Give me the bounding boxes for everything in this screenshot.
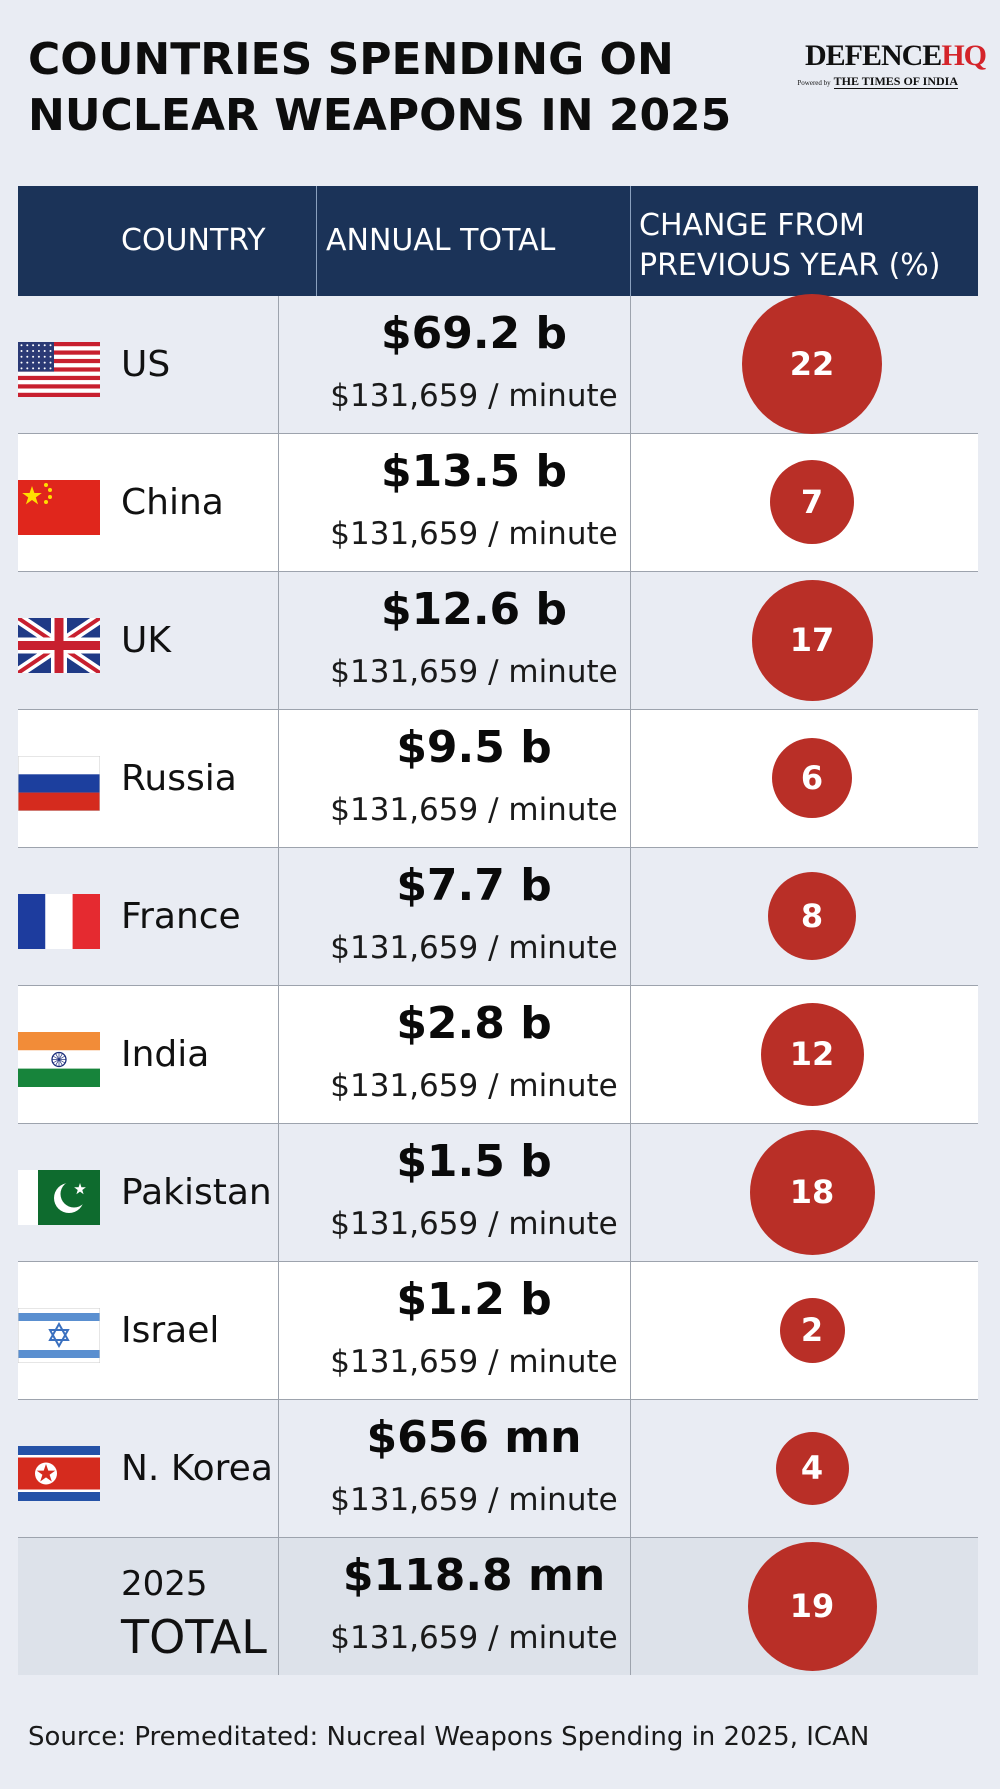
table-row: N. Korea $656 mn $131,659 / minute 4	[18, 1400, 978, 1538]
per-minute-value: $131,659 / minute	[330, 1068, 618, 1104]
per-minute-value: $131,659 / minute	[330, 1344, 618, 1380]
change-circle-india: 12	[760, 1002, 864, 1106]
country-name: China	[121, 482, 224, 523]
annual-total-value: $13.5 b	[381, 446, 567, 497]
country-name: Pakistan	[121, 1172, 272, 1213]
change-circle-israel: 2	[779, 1297, 845, 1363]
table-row: India $2.8 b $131,659 / minute 12	[18, 986, 978, 1124]
change-circle-russia: 6	[772, 738, 852, 818]
china-flag-icon	[18, 480, 100, 535]
country-name: Israel	[121, 1310, 220, 1351]
france-flag-icon	[18, 894, 100, 949]
change-circle-total: 19	[747, 1541, 877, 1671]
change-circle-france: 8	[768, 872, 856, 960]
table-body: US $69.2 b $131,659 / minute 22 China $13.5 b…	[18, 294, 978, 1675]
table-row: US $69.2 b $131,659 / minute 22	[18, 294, 978, 434]
annual-total-value: $7.7 b	[396, 860, 552, 911]
country-name: UK	[121, 620, 171, 661]
table-header: COUNTRY ANNUAL TOTAL CHANGE FROM PREVIOU…	[18, 186, 978, 296]
country-name: Russia	[121, 758, 237, 799]
india-flag-icon	[18, 1032, 100, 1087]
annual-total-value: $1.2 b	[396, 1274, 552, 1325]
per-minute-value: $131,659 / minute	[330, 1206, 618, 1242]
country-name: US	[121, 344, 171, 385]
logo-brand: DEFENCEHQ	[804, 39, 987, 72]
table-row: Israel $1.2 b $131,659 / minute 2	[18, 1262, 978, 1400]
total-annual-value: $118.8 mn	[342, 1550, 606, 1601]
table-row: China $13.5 b $131,659 / minute 7	[18, 434, 978, 572]
header-annual-total: ANNUAL TOTAL	[326, 223, 556, 258]
total-row: 2025 TOTAL $118.8 mn $131,659 / minute 19	[18, 1538, 978, 1675]
change-circle-pakistan: 18	[749, 1129, 875, 1255]
title-line-2: NUCLEAR WEAPONS IN 2025	[28, 90, 732, 141]
annual-total-value: $69.2 b	[381, 308, 567, 359]
country-name: N. Korea	[121, 1448, 273, 1489]
russia-flag-icon	[18, 756, 100, 811]
page-title: COUNTRIES SPENDING ON NUCLEAR WEAPONS IN…	[28, 32, 731, 144]
header-country: COUNTRY	[121, 223, 266, 258]
country-name: India	[121, 1034, 210, 1075]
source-note: Source: Premeditated: Nucreal Weapons Sp…	[28, 1722, 870, 1752]
total-label: TOTAL	[121, 1610, 267, 1664]
table-row: Russia $9.5 b $131,659 / minute 6	[18, 710, 978, 848]
table-row: UK $12.6 b $131,659 / minute 17	[18, 572, 978, 710]
uk-flag-icon	[18, 618, 100, 673]
north-korea-flag-icon	[18, 1446, 100, 1501]
change-circle-china: 7	[770, 460, 854, 544]
annual-total-value: $12.6 b	[381, 584, 567, 635]
change-circle-us: 22	[742, 294, 882, 434]
annual-total-value: $9.5 b	[396, 722, 552, 773]
table-row: France $7.7 b $131,659 / minute 8	[18, 848, 978, 986]
spending-table: COUNTRY ANNUAL TOTAL CHANGE FROM PREVIOU…	[18, 186, 978, 1675]
country-name: France	[121, 896, 241, 937]
annual-total-value: $2.8 b	[396, 998, 552, 1049]
pakistan-flag-icon	[18, 1170, 100, 1225]
total-per-minute-value: $131,659 / minute	[330, 1620, 618, 1656]
per-minute-value: $131,659 / minute	[330, 516, 618, 552]
title-line-1: COUNTRIES SPENDING ON	[28, 34, 674, 85]
defencehq-logo: DEFENCEHQ Powered by THE TIMES OF INDIA	[797, 39, 987, 89]
annual-total-value: $1.5 b	[396, 1136, 552, 1187]
israel-flag-icon	[18, 1308, 100, 1363]
per-minute-value: $131,659 / minute	[330, 378, 618, 414]
header-change: CHANGE FROM PREVIOUS YEAR (%)	[639, 208, 941, 283]
per-minute-value: $131,659 / minute	[330, 930, 618, 966]
per-minute-value: $131,659 / minute	[330, 1482, 618, 1518]
per-minute-value: $131,659 / minute	[330, 654, 618, 690]
annual-total-value: $656 mn	[366, 1412, 582, 1463]
logo-partner: Powered by THE TIMES OF INDIA	[797, 74, 958, 89]
change-circle-n-korea: 4	[775, 1431, 849, 1505]
per-minute-value: $131,659 / minute	[330, 792, 618, 828]
change-circle-uk: 17	[751, 579, 873, 701]
table-row: Pakistan $1.5 b $131,659 / minute 18	[18, 1124, 978, 1262]
total-year: 2025	[121, 1564, 208, 1604]
us-flag-icon	[18, 342, 100, 397]
